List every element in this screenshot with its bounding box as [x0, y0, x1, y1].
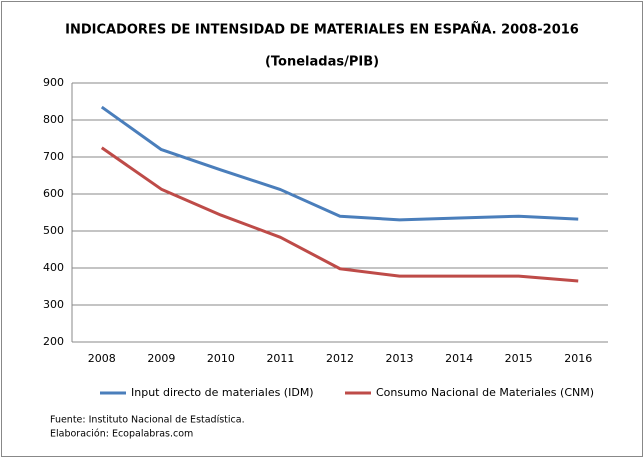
x-tick-label: 2010 [207, 352, 235, 365]
series-line [100, 146, 579, 283]
y-tick-label: 700 [43, 150, 64, 163]
chart-title: INDICADORES DE INTENSIDAD DE MATERIALES … [65, 22, 579, 38]
source-note: Fuente: Instituto Nacional de Estadístic… [50, 415, 245, 426]
x-tick-label: 2016 [564, 352, 592, 365]
credit-note: Elaboración: Ecopalabras.com [50, 429, 193, 440]
chart-subtitle: (Toneladas/PIB) [265, 55, 379, 70]
x-tick-label: 2012 [326, 352, 354, 365]
y-tick-label: 300 [43, 298, 64, 311]
y-tick-label: 400 [43, 261, 64, 274]
legend-label: Consumo Nacional de Materiales (CNM) [376, 386, 594, 399]
series-line [100, 105, 579, 222]
x-tick-label: 2014 [445, 352, 473, 365]
y-tick-label: 900 [43, 76, 64, 89]
y-tick-label: 200 [43, 335, 64, 348]
x-tick-label: 2008 [88, 352, 116, 365]
legend-label: Input directo de materiales (IDM) [131, 386, 314, 399]
x-tick-label: 2013 [386, 352, 414, 365]
y-tick-label: 500 [43, 224, 64, 237]
x-tick-label: 2009 [147, 352, 175, 365]
y-tick-label: 600 [43, 187, 64, 200]
x-tick-label: 2011 [266, 352, 294, 365]
x-tick-label: 2015 [505, 352, 533, 365]
y-tick-label: 800 [43, 113, 64, 126]
